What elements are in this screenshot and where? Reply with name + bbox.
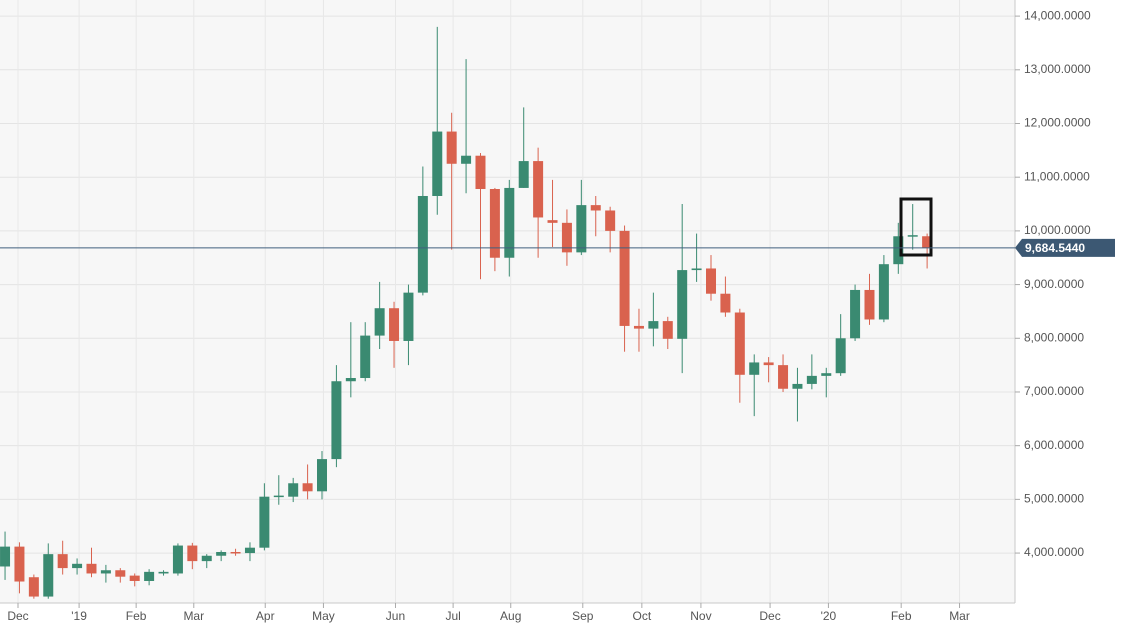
candle-body (172, 545, 183, 574)
candle-body (461, 155, 472, 164)
y-tick-label: 9,000.0000 (1024, 277, 1084, 291)
candle-body (576, 205, 587, 253)
x-tick-label: '19 (71, 609, 87, 623)
candle-body (57, 554, 68, 569)
candle-body (518, 161, 529, 188)
candle-body (216, 551, 227, 556)
x-tick-label: Nov (690, 609, 711, 623)
candle-body (28, 577, 39, 597)
y-tick-label: 11,000.0000 (1024, 169, 1090, 183)
candle-body (288, 483, 299, 497)
candle-body (878, 264, 889, 320)
candle-body (144, 571, 155, 581)
y-tick-label: 8,000.0000 (1024, 330, 1084, 344)
candle-body (331, 381, 342, 460)
candle-body (158, 571, 169, 574)
candle-body (302, 483, 313, 492)
candle-body (317, 459, 328, 492)
candle-body (0, 546, 11, 567)
candle-body (633, 325, 644, 329)
candle-body (374, 308, 385, 336)
y-tick-label: 5,000.0000 (1024, 492, 1084, 506)
candle-body (763, 362, 774, 366)
candle-body (835, 338, 846, 374)
candle-body (619, 230, 630, 326)
y-tick-label: 12,000.0000 (1024, 116, 1091, 130)
candle-body (561, 222, 572, 253)
candle-body (691, 268, 702, 271)
x-tick-label: Feb (126, 609, 147, 623)
x-tick-label: Aug (500, 609, 521, 623)
y-tick-label: 14,000.0000 (1024, 8, 1091, 22)
candle-body (475, 155, 486, 190)
candle-body (720, 293, 731, 313)
candle-body (907, 235, 918, 237)
candle-body (893, 236, 904, 265)
candle-body (187, 545, 198, 562)
x-tick-label: Feb (891, 609, 912, 623)
candle-body (922, 236, 933, 248)
candle-body (360, 335, 371, 379)
x-tick-label: Dec (759, 609, 780, 623)
y-tick-label: 7,000.0000 (1024, 384, 1084, 398)
plot-area (0, 0, 1015, 603)
grid (0, 0, 1015, 603)
candle-body (806, 375, 817, 384)
candle-body (100, 570, 111, 574)
candle-body (201, 555, 212, 562)
candle-body (792, 383, 803, 389)
candle-body (389, 308, 400, 341)
candle-body (129, 575, 140, 581)
candle-body (821, 373, 832, 376)
candle-body (749, 362, 760, 375)
candle-body (706, 268, 717, 294)
candle-body (864, 289, 875, 320)
x-tick-label: '20 (821, 609, 837, 623)
candle-body (590, 205, 601, 211)
candle-body (14, 546, 25, 582)
x-tick-label: Jul (445, 609, 460, 623)
candle-body (734, 312, 745, 375)
x-tick-label: May (312, 609, 335, 623)
candle-body (504, 187, 515, 258)
x-tick-label: Apr (256, 609, 275, 623)
candle-body (547, 220, 558, 223)
x-tick-label: Dec (7, 609, 28, 623)
candle-body (345, 378, 356, 382)
candle-body (403, 292, 414, 341)
x-tick-label: Jun (386, 609, 405, 623)
y-tick-label: 13,000.0000 (1024, 62, 1091, 76)
y-tick-label: 4,000.0000 (1024, 545, 1084, 559)
candle-body (850, 289, 861, 339)
candle-body (662, 321, 673, 339)
last-price-label: 9,684.5440 (1025, 241, 1085, 255)
candle-body (72, 563, 83, 569)
candle-body (230, 551, 241, 554)
candle-body (259, 496, 270, 548)
candle-body (86, 563, 97, 574)
x-tick-label: Mar (949, 609, 970, 623)
candle-body (115, 570, 126, 577)
candle-body (417, 195, 428, 293)
highlight-box (899, 197, 933, 257)
y-tick-label: 6,000.0000 (1024, 438, 1084, 452)
candle-body (778, 365, 789, 389)
candle-body (244, 547, 255, 554)
candle-body (605, 210, 616, 231)
x-tick-label: Oct (633, 609, 652, 623)
last-price-marker (1015, 238, 1115, 257)
candle-body (677, 270, 688, 339)
candle-body (489, 189, 500, 258)
candle-body (648, 321, 659, 329)
y-tick-label: 10,000.0000 (1024, 223, 1091, 237)
candle-body (43, 554, 54, 597)
candles (0, 26, 933, 599)
candle-body (533, 161, 544, 218)
candle-body (446, 131, 457, 164)
candle-body (432, 131, 443, 196)
x-tick-label: Sep (572, 609, 594, 623)
x-tick-label: Mar (183, 609, 204, 623)
candle-body (273, 495, 284, 498)
